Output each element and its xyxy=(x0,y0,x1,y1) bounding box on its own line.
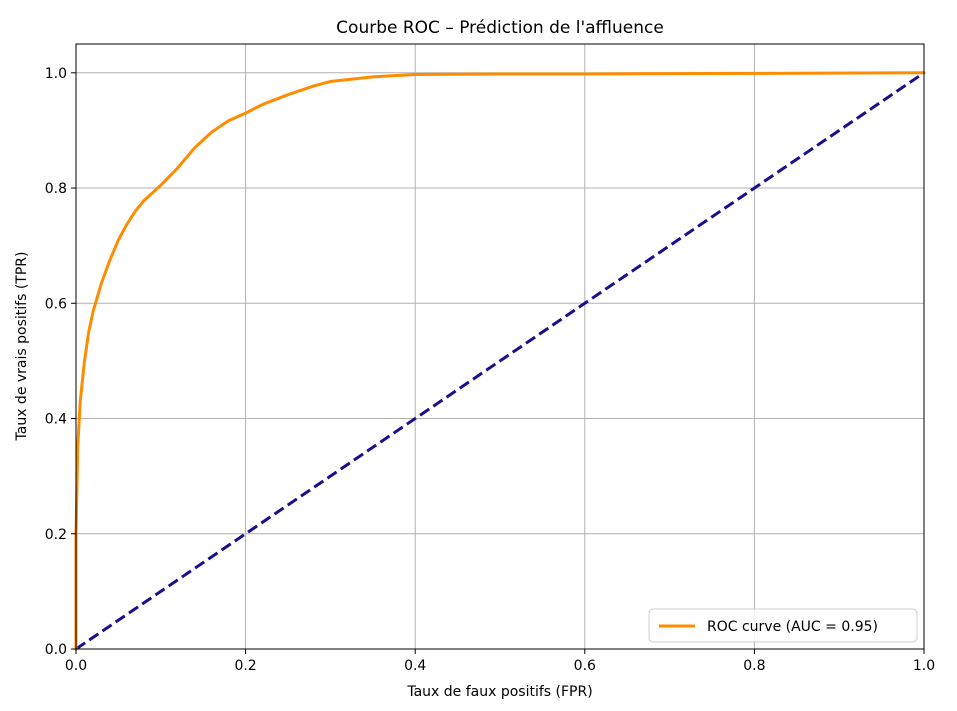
x-tick-label: 0.2 xyxy=(234,658,256,674)
roc-curve-line xyxy=(74,71,926,651)
plot-frame xyxy=(75,43,925,650)
y-axis-label: Taux de vrais positifs (TPR) xyxy=(14,252,30,442)
legend-box xyxy=(648,608,918,643)
chance-diagonal-line xyxy=(75,71,925,651)
series-layer xyxy=(74,71,926,651)
x-tick-label: 1.0 xyxy=(913,658,935,674)
legend: ROC curve (AUC = 0.95) xyxy=(648,608,918,643)
y-tick-label: 1.0 xyxy=(45,66,67,82)
y-tick-label: 0.6 xyxy=(45,296,67,312)
x-axis-label: Taux de faux positifs (FPR) xyxy=(406,684,592,700)
y-tick-label: 0.0 xyxy=(45,642,67,658)
legend-label: ROC curve (AUC = 0.95) xyxy=(707,619,878,635)
x-tick-label: 0.4 xyxy=(404,658,426,674)
ticks: 0.0 0.2 0.4 0.6 0.8 1.0 0.0 0.2 0.4 0.6 0.8 1.0 xyxy=(45,66,935,674)
chart-title: Courbe ROC – Prédiction de l'affluence xyxy=(336,18,664,38)
y-tick-label: 0.2 xyxy=(45,527,67,543)
x-tick-label: 0.6 xyxy=(574,658,596,674)
grid xyxy=(75,44,925,650)
y-tick-label: 0.4 xyxy=(45,412,67,428)
x-tick-label: 0.8 xyxy=(743,658,765,674)
x-tick-label: 0.0 xyxy=(65,658,87,674)
y-tick-label: 0.8 xyxy=(45,181,67,197)
